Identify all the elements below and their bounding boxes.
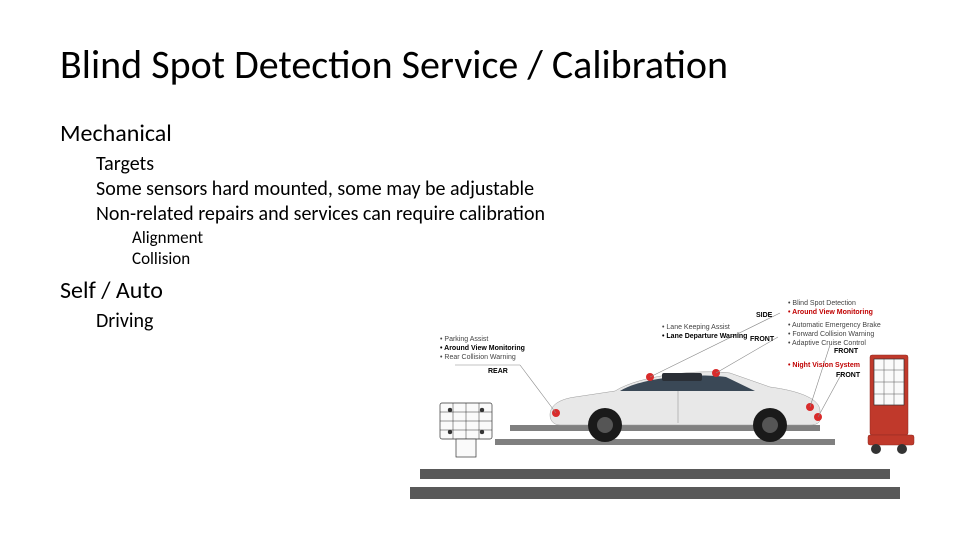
- callout-rear: • Parking Assist • Around View Monitorin…: [440, 336, 556, 413]
- rear-target-board: [440, 403, 492, 457]
- bullet-item: Some sensors hard mounted, some may be a…: [96, 177, 900, 202]
- car-icon: [550, 369, 822, 442]
- svg-text:• Blind Spot Detection: • Blind Spot Detection: [788, 300, 856, 307]
- callout-category: FRONT: [836, 372, 861, 379]
- bullet-item: Targets: [96, 152, 900, 177]
- callout-category: FRONT: [750, 336, 775, 343]
- sub-bullet-item: Alignment: [132, 227, 900, 248]
- callout-label: Lane Keeping Assist: [666, 324, 729, 331]
- callout-label: Rear Collision Warning: [444, 354, 515, 361]
- callout-label: Around View Monitoring: [792, 309, 873, 316]
- callout-label: Adaptive Cruise Control: [792, 340, 866, 347]
- calibration-diagram: • Parking Assist • Around View Monitorin…: [400, 295, 930, 515]
- heading-mechanical: Mechanical: [60, 119, 900, 148]
- callout-front-lane: FRONT • Lane Keeping Assist • Lane Depar…: [662, 324, 778, 373]
- front-target-stand: [868, 355, 914, 454]
- svg-text:• Adaptive Cruise Control: • Adaptive Cruise Control: [788, 340, 866, 347]
- callout-label: Parking Assist: [444, 336, 488, 343]
- svg-text:• Parking Assist: • Parking Assist: [440, 336, 488, 343]
- callout-label: Forward Collision Warning: [792, 331, 874, 338]
- svg-text:• Rear Collision Warning: • Rear Collision Warning: [440, 354, 516, 361]
- slide-title: Blind Spot Detection Service / Calibrati…: [60, 40, 900, 89]
- slide: Blind Spot Detection Service / Calibrati…: [0, 0, 960, 540]
- svg-text:• Lane Keeping Assist: • Lane Keeping Assist: [662, 324, 730, 331]
- svg-text:• Around View Monitoring: • Around View Monitoring: [440, 345, 525, 352]
- svg-text:• Lane Departure Warning: • Lane Departure Warning: [662, 333, 747, 340]
- sub-bullet-item: Collision: [132, 248, 900, 269]
- svg-text:• Forward Collision Warning: • Forward Collision Warning: [788, 331, 874, 338]
- callout-label: Night Vision System: [792, 362, 860, 369]
- callout-category: SIDE: [756, 312, 773, 319]
- callout-category: REAR: [488, 368, 508, 375]
- callout-label: Lane Departure Warning: [666, 333, 747, 340]
- callout-label: Blind Spot Detection: [792, 300, 856, 307]
- svg-text:• Around View Monitoring: • Around View Monitoring: [788, 309, 873, 316]
- svg-text:• Night Vision System: • Night Vision System: [788, 362, 860, 369]
- svg-text:• Automatic Emergency Brake: • Automatic Emergency Brake: [788, 322, 881, 329]
- callout-label: Around View Monitoring: [444, 345, 525, 352]
- callout-label: Automatic Emergency Brake: [792, 322, 881, 329]
- callout-category: FRONT: [834, 348, 859, 355]
- bullet-item: Non-related repairs and services can req…: [96, 202, 900, 227]
